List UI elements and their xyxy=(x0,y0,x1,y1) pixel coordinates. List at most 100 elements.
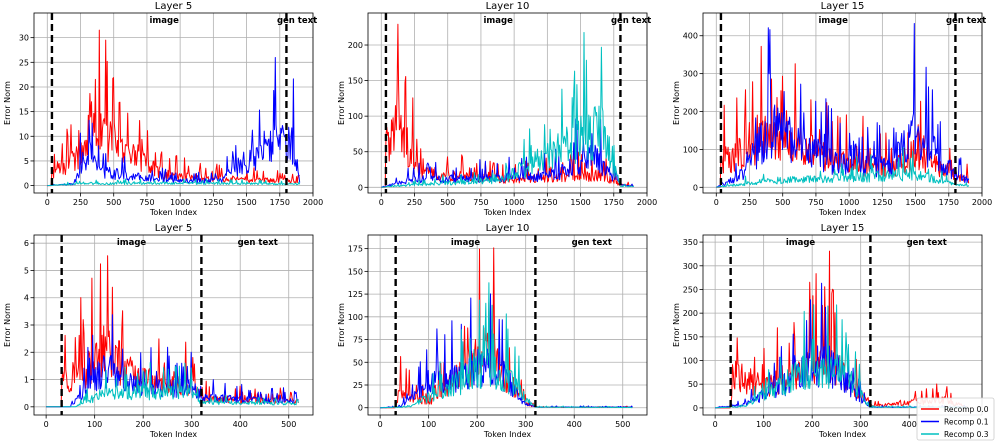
annotation-label: image xyxy=(819,16,849,26)
y-axis-label: Error Norm xyxy=(337,81,346,125)
series-line-recomp-0-3 xyxy=(381,32,634,188)
x-axis-label: Token Index xyxy=(818,430,867,439)
x-tick-label: 250 xyxy=(73,198,88,207)
series-line-recomp-0-1 xyxy=(716,23,970,188)
y-tick-label: 50 xyxy=(353,148,363,157)
subplot-title: Layer 10 xyxy=(486,1,530,12)
legend-label: Recomp 0.0 xyxy=(944,405,989,414)
y-tick-label: 300 xyxy=(683,262,698,271)
x-tick-label: 0 xyxy=(45,198,50,207)
legend: Recomp 0.0 Recomp 0.1 Recomp 0.3 xyxy=(916,397,995,441)
x-tick-label: 500 xyxy=(106,198,121,207)
series-group xyxy=(716,23,970,188)
y-tick-label: 20 xyxy=(19,83,29,92)
x-tick-label: 250 xyxy=(407,198,422,207)
y-tick-label: 50 xyxy=(353,358,363,367)
x-tick-label: 500 xyxy=(281,420,296,429)
series-line-recomp-0-3 xyxy=(380,282,633,409)
y-tick-label: 200 xyxy=(683,108,698,117)
annotation-label: gen text xyxy=(946,16,986,26)
subplot-title: Layer 5 xyxy=(155,223,192,234)
y-tick-label: 0 xyxy=(693,404,698,413)
x-tick-label: 200 xyxy=(805,420,820,429)
x-axis-label: Token Index xyxy=(483,430,532,439)
x-tick-label: 750 xyxy=(808,198,823,207)
series-line-recomp-0-3 xyxy=(46,362,299,408)
series-group xyxy=(47,29,301,187)
axes-frame xyxy=(367,12,648,194)
y-tick-label: 100 xyxy=(683,357,698,366)
y-tick-label: 3 xyxy=(24,321,29,330)
y-tick-label: 25 xyxy=(353,381,363,390)
subplot-5: image gen text 0 100 200 300 400 500 0 25 50 75 100 1… xyxy=(337,223,648,439)
y-tick-label: 350 xyxy=(683,238,698,247)
x-tick-label: 300 xyxy=(184,420,199,429)
y-tick-label: 200 xyxy=(348,41,363,50)
annotation-label: image xyxy=(150,16,180,26)
y-tick-label: 15 xyxy=(19,108,29,117)
legend-label: Recomp 0.3 xyxy=(944,430,989,439)
x-tick-label: 0 xyxy=(714,198,719,207)
y-tick-label: 5 xyxy=(24,157,29,166)
y-tick-label: 100 xyxy=(348,112,363,121)
x-tick-label: 1250 xyxy=(872,198,892,207)
y-tick-label: 50 xyxy=(688,380,698,389)
y-axis-label: Error Norm xyxy=(672,303,681,347)
axes-frame xyxy=(367,234,648,416)
series-line-recomp-0-0 xyxy=(46,255,299,408)
x-tick-label: 200 xyxy=(470,420,485,429)
annotation-label: image xyxy=(484,16,514,26)
y-axis-label: Error Norm xyxy=(3,303,12,347)
annotation-label: gen text xyxy=(572,238,612,248)
y-tick-label: 100 xyxy=(348,313,363,322)
x-tick-label: 1500 xyxy=(236,198,256,207)
x-tick-label: 2000 xyxy=(303,198,323,207)
x-tick-label: 100 xyxy=(87,420,102,429)
y-tick-label: 75 xyxy=(353,336,363,345)
x-tick-label: 300 xyxy=(853,420,868,429)
y-tick-label: 250 xyxy=(683,285,698,294)
x-tick-label: 500 xyxy=(775,198,790,207)
y-tick-label: 300 xyxy=(683,70,698,79)
legend-label: Recomp 0.1 xyxy=(944,418,989,427)
series-group xyxy=(381,23,635,188)
x-tick-label: 1250 xyxy=(203,198,223,207)
x-tick-label: 1500 xyxy=(905,198,925,207)
y-tick-label: 400 xyxy=(683,32,698,41)
annotation-label: gen text xyxy=(611,16,651,26)
y-tick-label: 150 xyxy=(348,267,363,276)
x-tick-label: 100 xyxy=(421,420,436,429)
x-axis-label: Token Index xyxy=(149,208,198,217)
y-tick-label: 4 xyxy=(24,294,29,303)
axes-frame xyxy=(702,12,983,194)
x-tick-label: 2000 xyxy=(637,198,657,207)
y-tick-label: 0 xyxy=(358,404,363,413)
x-tick-label: 500 xyxy=(440,198,455,207)
series-line-recomp-0-1 xyxy=(47,57,301,187)
x-axis-label: Token Index xyxy=(483,208,532,217)
x-tick-label: 500 xyxy=(615,420,630,429)
subplot-4: image gen text 0 100 200 300 400 500 0 1 2 3 4 5 6 Laye… xyxy=(3,223,314,439)
axes-frame xyxy=(702,234,983,416)
x-tick-label: 0 xyxy=(379,198,384,207)
subplot-title: Layer 15 xyxy=(821,1,865,12)
y-tick-label: 6 xyxy=(24,239,29,248)
x-tick-label: 0 xyxy=(44,420,49,429)
series-group xyxy=(380,247,633,409)
x-tick-label: 200 xyxy=(136,420,151,429)
annotation-label: image xyxy=(117,238,147,248)
annotation-label: gen text xyxy=(907,238,947,248)
y-tick-label: 0 xyxy=(358,183,363,192)
y-tick-label: 10 xyxy=(19,132,29,141)
x-tick-label: 400 xyxy=(567,420,582,429)
annotation-label: image xyxy=(786,238,816,248)
x-tick-label: 400 xyxy=(902,420,917,429)
axes-frame xyxy=(33,12,314,194)
x-tick-label: 0 xyxy=(713,420,718,429)
y-tick-label: 150 xyxy=(348,77,363,86)
x-tick-label: 1750 xyxy=(270,198,290,207)
y-tick-label: 0 xyxy=(24,403,29,412)
y-tick-label: 200 xyxy=(683,309,698,318)
